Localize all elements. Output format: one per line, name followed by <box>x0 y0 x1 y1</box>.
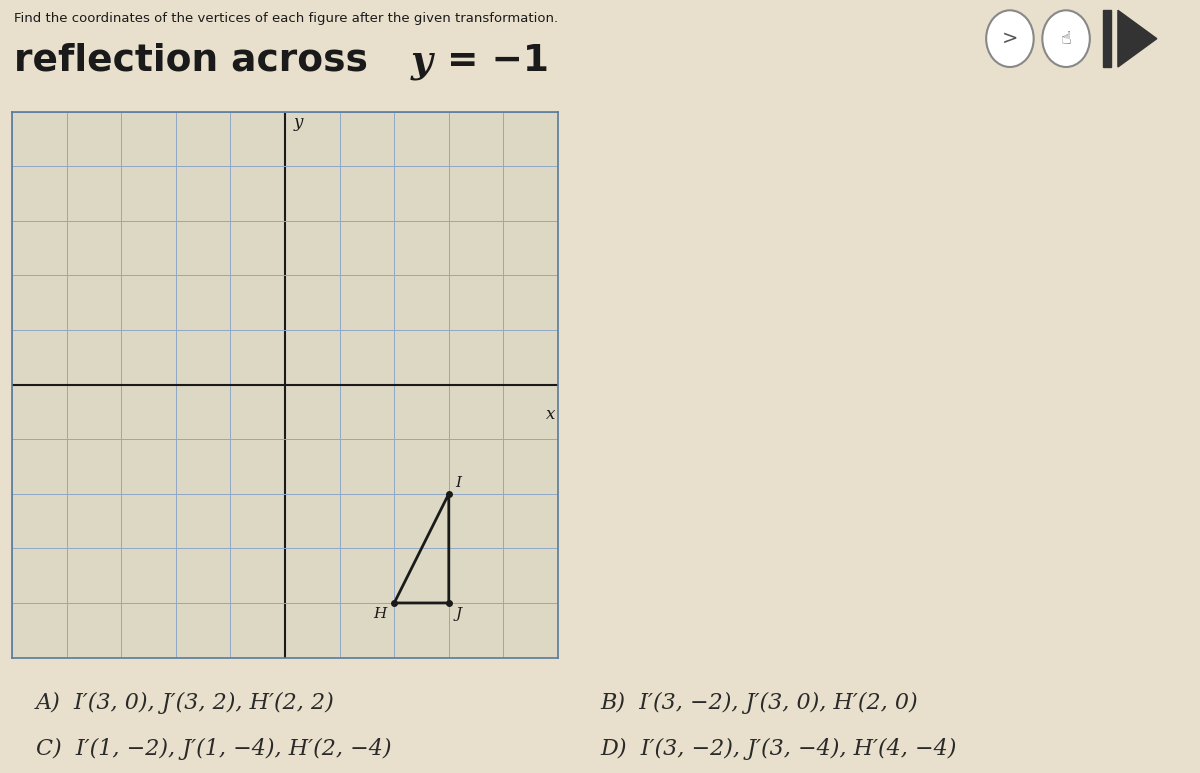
Text: = −1: = −1 <box>434 43 550 79</box>
Text: x: x <box>546 407 556 424</box>
Text: y: y <box>293 114 302 131</box>
Text: Find the coordinates of the vertices of each figure after the given transformati: Find the coordinates of the vertices of … <box>14 12 558 25</box>
Text: ☝: ☝ <box>1061 29 1072 48</box>
Text: reflection across: reflection across <box>14 43 382 79</box>
Bar <box>1103 10 1111 67</box>
Text: I: I <box>455 476 461 490</box>
Text: D)  I′(3, −2), J′(3, −4), H′(4, −4): D) I′(3, −2), J′(3, −4), H′(4, −4) <box>600 738 956 761</box>
Text: B)  I′(3, −2), J′(3, 0), H′(2, 0): B) I′(3, −2), J′(3, 0), H′(2, 0) <box>600 692 918 714</box>
Text: A)  I′(3, 0), J′(3, 2), H′(2, 2): A) I′(3, 0), J′(3, 2), H′(2, 2) <box>36 692 335 714</box>
Text: C)  I′(1, −2), J′(1, −4), H′(2, −4): C) I′(1, −2), J′(1, −4), H′(2, −4) <box>36 738 391 761</box>
Text: H: H <box>373 608 386 621</box>
Text: J: J <box>455 608 462 621</box>
Circle shape <box>986 10 1033 67</box>
Text: >: > <box>1002 29 1018 48</box>
Polygon shape <box>1118 10 1157 67</box>
Text: y: y <box>410 43 432 80</box>
Circle shape <box>1043 10 1090 67</box>
